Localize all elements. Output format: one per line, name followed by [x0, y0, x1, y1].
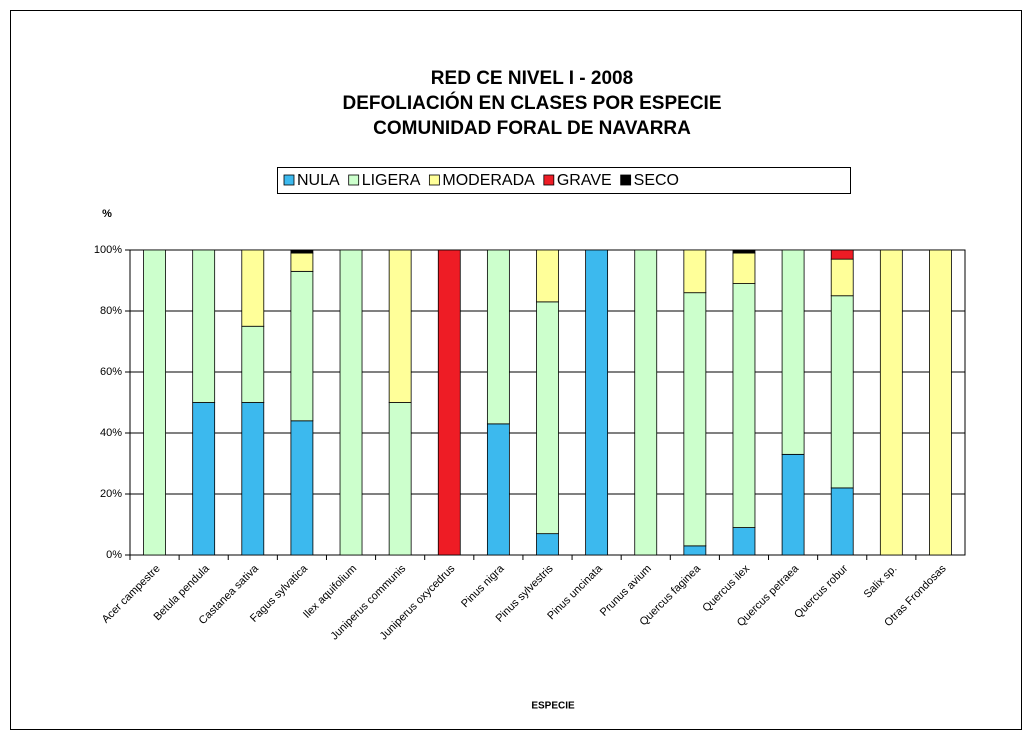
bar-segment — [437, 249, 461, 556]
bar-segment — [241, 402, 265, 556]
bar-segment — [830, 295, 854, 489]
legend-label: GRAVE — [557, 172, 612, 189]
y-axis-label: % — [102, 208, 112, 220]
bar-segment — [585, 249, 609, 556]
bar-segment — [241, 325, 265, 403]
bar-segment — [536, 249, 559, 303]
y-tick-label: 60% — [100, 366, 122, 378]
bar-segment — [290, 270, 314, 422]
chart-title: DEFOLIACIÓN EN CLASES POR ESPECIE — [343, 92, 722, 114]
bar-segment — [732, 283, 756, 528]
bar-segment — [683, 292, 707, 547]
bar-segment — [830, 258, 854, 297]
bar-segment — [192, 402, 216, 556]
y-tick-label: 40% — [100, 427, 122, 439]
bar-segment — [879, 249, 903, 556]
bar-segment — [683, 545, 707, 556]
y-tick-label: 100% — [94, 244, 122, 256]
legend-label: SECO — [634, 172, 679, 189]
y-tick-label: 80% — [100, 305, 122, 317]
x-axis-label: ESPECIE — [531, 701, 575, 712]
bar-segment — [486, 249, 510, 425]
bar-segment — [192, 249, 216, 403]
legend-swatch — [620, 174, 632, 186]
bar-segment — [732, 527, 756, 556]
bar-segment — [634, 249, 658, 556]
bar-segment — [486, 423, 510, 556]
bar-segment — [732, 252, 756, 284]
bar-segment — [781, 453, 805, 556]
bar-segment — [290, 249, 314, 254]
bar-segment — [290, 420, 314, 556]
bar-segment — [143, 249, 166, 556]
bar-segment — [536, 533, 559, 556]
bar-segment — [781, 249, 805, 455]
legend-swatch — [428, 174, 440, 186]
bar-segment — [388, 249, 412, 403]
legend-swatch — [283, 174, 295, 186]
legend-label: LIGERA — [362, 172, 421, 189]
legend-label: MODERADA — [442, 172, 535, 189]
bar-segment — [830, 249, 854, 260]
chart-title: RED CE NIVEL I - 2008 — [431, 68, 633, 89]
y-tick-label: 0% — [106, 549, 122, 561]
bar-segment — [241, 249, 265, 327]
legend-label: NULA — [297, 172, 340, 189]
bar-segment — [536, 301, 559, 535]
bar-segment — [732, 249, 756, 254]
bar-segment — [683, 249, 707, 294]
legend-box — [277, 167, 851, 194]
chart-title: COMUNIDAD FORAL DE NAVARRA — [373, 118, 691, 139]
bar-segment — [290, 252, 314, 272]
bar-segment — [929, 249, 952, 556]
bar-segment — [339, 249, 363, 556]
legend-swatch — [543, 174, 555, 186]
legend-swatch — [348, 174, 360, 186]
bar-segment — [830, 487, 854, 556]
bar-segment — [388, 402, 412, 556]
y-tick-label: 20% — [100, 488, 122, 500]
